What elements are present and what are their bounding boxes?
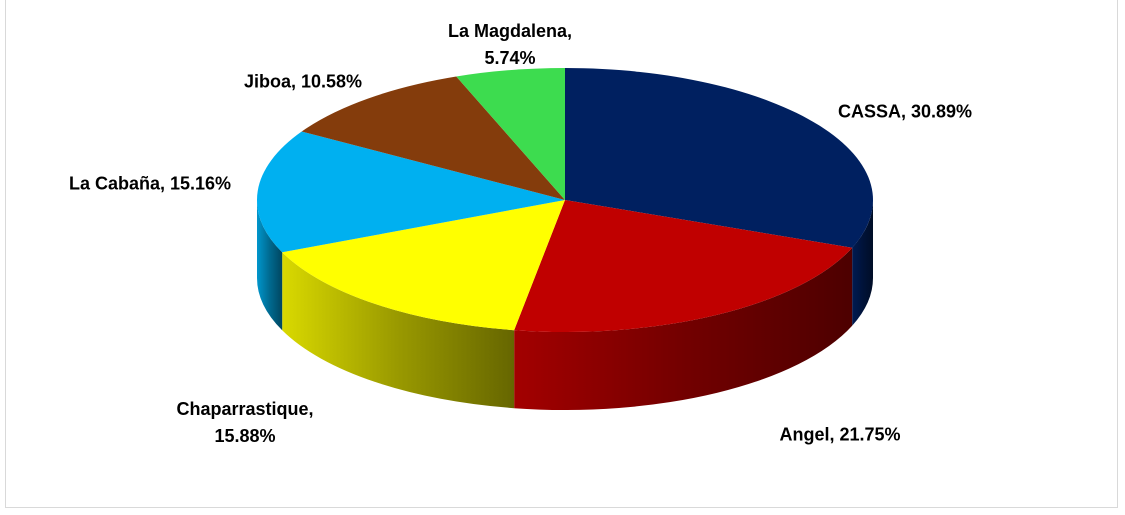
pie-slice xyxy=(282,200,565,331)
data-label: CASSA, 30.89% xyxy=(837,101,973,122)
pie-slice xyxy=(257,131,565,253)
pie-slice xyxy=(514,200,853,332)
pie-slice-side xyxy=(852,200,873,326)
data-label: Jiboa, 10.58% xyxy=(243,71,363,92)
data-label: La Magdalena, 5.74% xyxy=(447,21,573,68)
data-label: Chaparrastique, 15.88% xyxy=(176,399,314,446)
pie-slice xyxy=(301,76,565,200)
pie-slice xyxy=(565,68,873,248)
pie-slice-side xyxy=(282,252,515,409)
pie-slice-side xyxy=(514,247,853,410)
data-label: La Cabaña, 15.16% xyxy=(68,173,232,194)
chart-frame xyxy=(5,0,1118,508)
data-label: Angel, 21.75% xyxy=(779,424,901,445)
pie-slice xyxy=(456,68,565,200)
pie-slice-side xyxy=(257,200,283,331)
